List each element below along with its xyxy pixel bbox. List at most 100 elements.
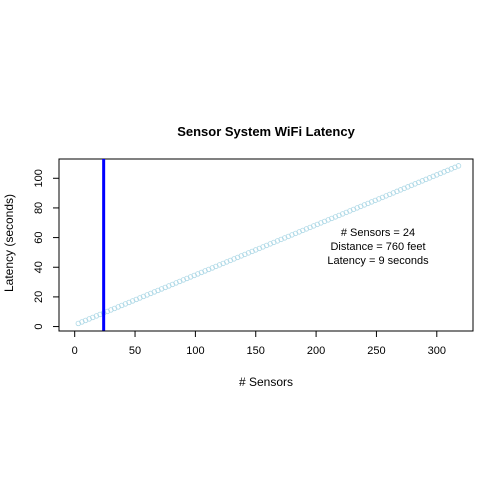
y-axis: 0 20 40 60 80 100 — [33, 169, 60, 330]
data-point — [148, 290, 154, 297]
data-point — [282, 235, 288, 241]
x-axis-label: # Sensors — [239, 375, 293, 389]
data-point — [191, 272, 197, 279]
data-point — [245, 250, 252, 256]
y-tick-label: 40 — [33, 261, 45, 273]
y-tick-label: 60 — [33, 231, 45, 243]
data-point — [455, 163, 462, 169]
data-point — [368, 199, 375, 205]
data-point — [379, 194, 386, 201]
data-point — [274, 238, 281, 244]
data-point — [140, 293, 147, 300]
data-point — [108, 307, 114, 313]
data-point — [82, 317, 89, 324]
data-point — [321, 218, 328, 225]
data-point — [267, 241, 273, 247]
x-axis: 0 50 100 150 200 250 300 — [72, 330, 446, 357]
data-point — [79, 319, 85, 325]
data-point — [314, 221, 320, 228]
data-point — [205, 266, 212, 273]
data-point — [253, 247, 259, 253]
data-point — [260, 244, 266, 250]
data-point — [347, 208, 353, 214]
data-point — [151, 289, 158, 295]
data-point — [155, 287, 161, 294]
annotation-distance: Distance = 760 feet — [330, 241, 425, 253]
data-point — [448, 166, 454, 172]
data-point — [256, 245, 263, 252]
data-point — [336, 212, 342, 219]
data-point — [426, 175, 433, 181]
x-tick-label: 150 — [247, 345, 265, 357]
data-point — [198, 269, 205, 276]
data-point — [444, 167, 451, 174]
data-point — [173, 280, 179, 286]
data-point — [430, 173, 436, 180]
annotation-block: # Sensors = 24 Distance = 760 feet Laten… — [327, 227, 429, 267]
data-point — [383, 193, 389, 199]
data-point — [376, 196, 382, 202]
x-tick-label: 200 — [307, 345, 325, 357]
annotation-latency: Latency = 9 seconds — [327, 255, 429, 267]
data-point — [332, 214, 339, 220]
data-point — [180, 277, 187, 283]
data-point — [365, 200, 371, 207]
data-point — [234, 254, 241, 261]
x-tick-label: 100 — [186, 345, 204, 357]
data-point — [394, 188, 400, 195]
data-point — [354, 205, 360, 211]
y-tick-label: 80 — [33, 202, 45, 214]
data-point — [271, 239, 277, 246]
data-point — [343, 209, 349, 216]
data-point — [296, 229, 302, 235]
data-point — [184, 275, 190, 282]
data-point — [318, 220, 324, 226]
data-point — [202, 268, 208, 274]
data-point — [162, 284, 168, 291]
data-point — [86, 316, 92, 322]
data-point — [126, 299, 132, 306]
data-point — [213, 263, 219, 270]
data-point — [310, 223, 317, 229]
data-point — [441, 169, 447, 175]
data-point — [216, 262, 223, 268]
data-point — [401, 185, 407, 192]
data-point — [397, 187, 404, 193]
data-point — [434, 172, 440, 178]
data-point — [339, 211, 346, 217]
data-point — [129, 298, 136, 304]
data-point — [144, 292, 150, 298]
data-point — [209, 265, 215, 271]
data-point — [405, 184, 411, 190]
annotation-sensors: # Sensors = 24 — [341, 227, 415, 239]
y-tick-label: 20 — [33, 291, 45, 303]
data-point — [111, 305, 118, 312]
y-tick-label: 100 — [33, 169, 45, 187]
data-point — [390, 190, 397, 196]
data-point — [358, 203, 364, 210]
x-tick-label: 250 — [367, 345, 385, 357]
data-points — [75, 163, 462, 327]
data-point — [220, 260, 226, 267]
data-point — [412, 181, 418, 187]
data-point — [133, 296, 139, 303]
data-point — [75, 320, 82, 327]
data-point — [437, 170, 444, 177]
data-point — [242, 251, 248, 258]
chart-title: Sensor System WiFi Latency — [177, 124, 355, 139]
data-point — [329, 215, 335, 222]
data-point — [224, 259, 230, 265]
data-point — [176, 278, 183, 285]
data-point — [419, 178, 426, 184]
data-point — [285, 233, 292, 240]
data-point — [408, 182, 415, 189]
data-point — [166, 283, 172, 289]
y-tick-label: 0 — [33, 323, 45, 329]
data-point — [307, 224, 313, 231]
data-point — [195, 271, 201, 277]
data-point — [278, 236, 284, 243]
data-point — [93, 313, 100, 319]
data-point — [452, 164, 458, 171]
data-point — [137, 295, 143, 301]
